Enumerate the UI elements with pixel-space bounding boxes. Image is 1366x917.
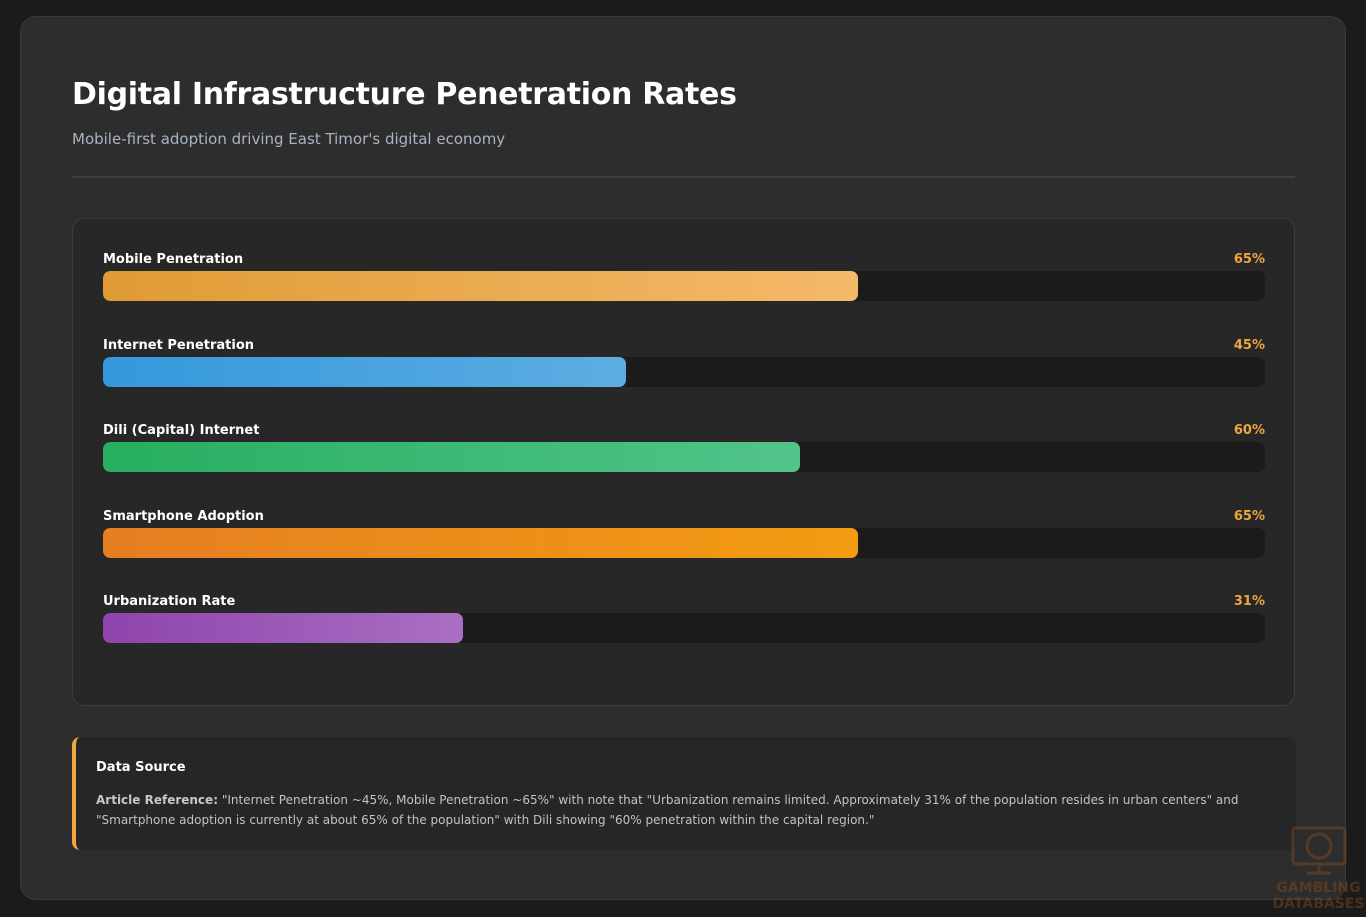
bar-value-label: 65% (1233, 252, 1265, 267)
page-subtitle: Mobile-first adoption driving East Timor… (72, 130, 506, 148)
data-source-box: Data Source Article Reference: "Internet… (72, 737, 1296, 850)
bar-fill (103, 271, 859, 301)
bar-value-label: 31% (1233, 594, 1265, 610)
bar-label: Mobile Penetration (103, 252, 244, 267)
divider (72, 176, 1295, 178)
bars-panel: Mobile Penetration 65% Internet Penetrat… (72, 218, 1295, 706)
bar-track (103, 527, 1265, 558)
bar-label: Dili (Capital) Internet (103, 423, 260, 439)
bar-fill (103, 356, 626, 387)
bar-label: Internet Penetration (103, 337, 255, 353)
bar-value-label: 45% (1233, 337, 1265, 353)
bar-track (103, 271, 1265, 301)
bar-value-label: 65% (1233, 508, 1265, 524)
bar-fill (103, 527, 859, 558)
data-source-text: Article Reference: "Internet Penetration… (96, 790, 1276, 830)
chart-card: Digital Infrastructure Penetration Rates… (20, 16, 1346, 900)
bar-track (103, 442, 1265, 473)
article-reference-label: Article Reference: (96, 793, 218, 807)
bar-label: Urbanization Rate (103, 594, 236, 610)
bar-track (103, 613, 1265, 644)
watermark-logo: GAMBLING DATABASES (1271, 822, 1366, 917)
bar-fill (103, 613, 464, 644)
page-title: Digital Infrastructure Penetration Rates (72, 77, 737, 112)
bar-fill (103, 442, 801, 473)
article-reference-text: "Internet Penetration ~45%, Mobile Penet… (96, 793, 1239, 827)
watermark-text: GAMBLING DATABASES (1272, 880, 1365, 912)
data-source-title: Data Source (96, 760, 186, 775)
monitor-chip-icon (1291, 826, 1347, 875)
bar-track (103, 356, 1265, 387)
bar-value-label: 60% (1233, 423, 1265, 439)
bar-label: Smartphone Adoption (103, 508, 264, 524)
